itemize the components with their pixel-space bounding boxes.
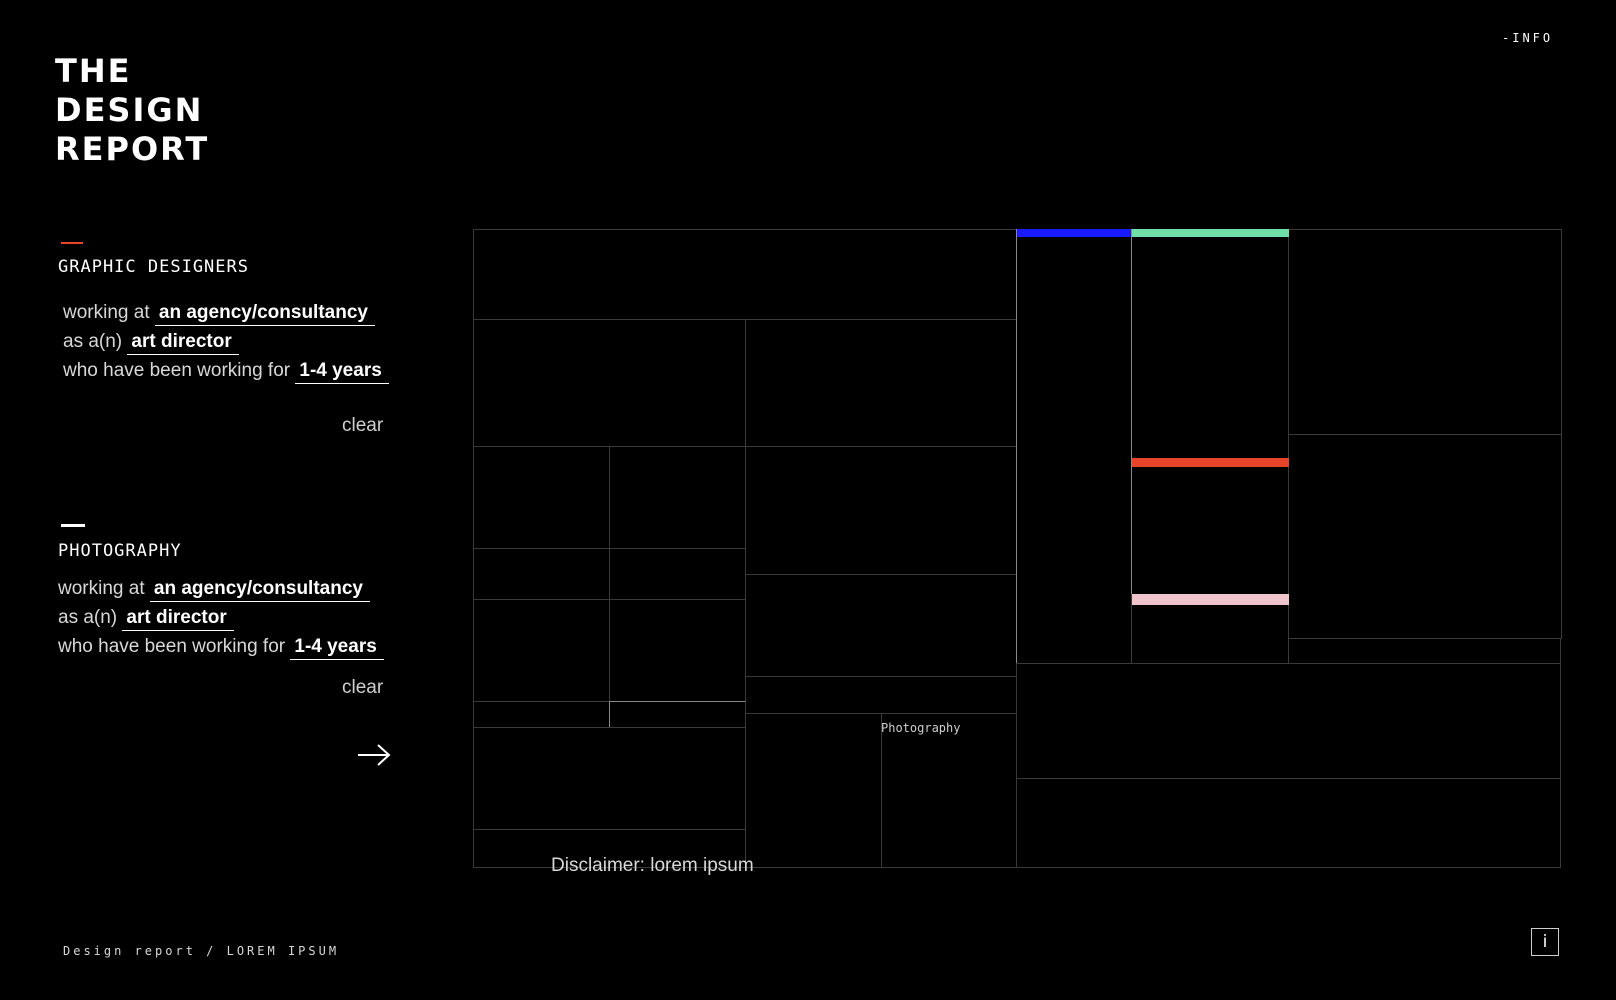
treemap-cell[interactable]	[1016, 778, 1561, 868]
treemap-cell[interactable]	[473, 727, 746, 830]
treemap-cell-selected[interactable]	[1131, 229, 1289, 459]
treemap-cell[interactable]	[745, 446, 1017, 575]
treemap-cell-photography[interactable]	[881, 713, 1017, 868]
arrow-right-icon[interactable]	[356, 740, 392, 770]
graphic-role-lead: as a(n)	[63, 331, 123, 352]
photography-working-at-lead: working at	[58, 578, 145, 599]
treemap-cell[interactable]	[473, 446, 610, 549]
treemap-cell[interactable]	[745, 574, 1017, 677]
graphic-years-row: who have been working for 1-4 years	[63, 360, 389, 384]
photography-working-at-row: working at an agency/consultancy	[58, 578, 370, 602]
treemap-cell[interactable]	[473, 319, 746, 447]
treemap-cell[interactable]	[745, 676, 1017, 714]
treemap-bar-red	[1132, 458, 1289, 467]
treemap-cell[interactable]	[609, 548, 746, 600]
graphic-role-select[interactable]: art director	[127, 331, 239, 355]
photography-years-lead: who have been working for	[58, 636, 286, 657]
photography-role-select[interactable]: art director	[122, 607, 234, 631]
treemap-bar-blue	[1017, 229, 1131, 237]
photography-role-lead: as a(n)	[58, 607, 118, 628]
photography-years-row: who have been working for 1-4 years	[58, 636, 384, 660]
treemap-cell[interactable]	[1288, 434, 1562, 639]
treemap-cell[interactable]	[1288, 229, 1562, 435]
graphic-working-at-select[interactable]: an agency/consultancy	[154, 302, 375, 326]
photography-years-select[interactable]: 1-4 years	[290, 636, 384, 660]
info-button[interactable]: i	[1531, 928, 1559, 956]
photography-section-label: PHOTOGRAPHY	[58, 541, 182, 561]
graphic-working-at-lead: working at	[63, 302, 150, 323]
treemap-cell[interactable]	[609, 446, 746, 549]
treemap-cell[interactable]	[609, 599, 746, 702]
graphic-years-select[interactable]: 1-4 years	[295, 360, 389, 384]
photography-accent-line	[61, 524, 85, 527]
title-line-1: THE	[55, 52, 132, 90]
photography-role-row: as a(n) art director	[58, 607, 234, 631]
treemap-cell[interactable]	[745, 319, 1017, 447]
page-title: THE DESIGN REPORT	[55, 52, 209, 169]
photography-working-at-select[interactable]: an agency/consultancy	[149, 578, 370, 602]
title-line-2: DESIGN	[55, 91, 204, 129]
info-link[interactable]: -INFO	[1502, 31, 1554, 45]
graphic-section-label: GRAPHIC DESIGNERS	[58, 257, 249, 277]
treemap-cell[interactable]	[473, 548, 610, 600]
graphic-clear-button[interactable]: clear	[342, 415, 384, 436]
photography-clear-button[interactable]: clear	[342, 677, 384, 698]
disclaimer-text: Disclaimer: lorem ipsum	[551, 855, 754, 876]
treemap-cell[interactable]	[473, 701, 610, 728]
treemap-cell[interactable]	[473, 599, 610, 702]
graphic-accent-line	[61, 242, 83, 244]
graphic-working-at-row: working at an agency/consultancy	[63, 302, 375, 326]
treemap-cell-selected[interactable]	[1016, 229, 1132, 664]
treemap-cell[interactable]	[1288, 638, 1561, 664]
graphic-years-lead: who have been working for	[63, 360, 291, 381]
treemap-bar-pink	[1132, 594, 1289, 605]
treemap-bar-green	[1132, 229, 1289, 237]
treemap-cell[interactable]	[745, 713, 882, 868]
treemap-cell[interactable]	[473, 229, 1017, 320]
treemap-cell-selected[interactable]	[1131, 458, 1289, 595]
title-line-3: REPORT	[55, 130, 210, 168]
treemap-cell-highlighted[interactable]	[609, 701, 746, 728]
treemap-cell[interactable]	[1016, 663, 1561, 779]
graphic-role-row: as a(n) art director	[63, 331, 239, 355]
footer-text: Design report / LOREM IPSUM	[63, 944, 340, 958]
